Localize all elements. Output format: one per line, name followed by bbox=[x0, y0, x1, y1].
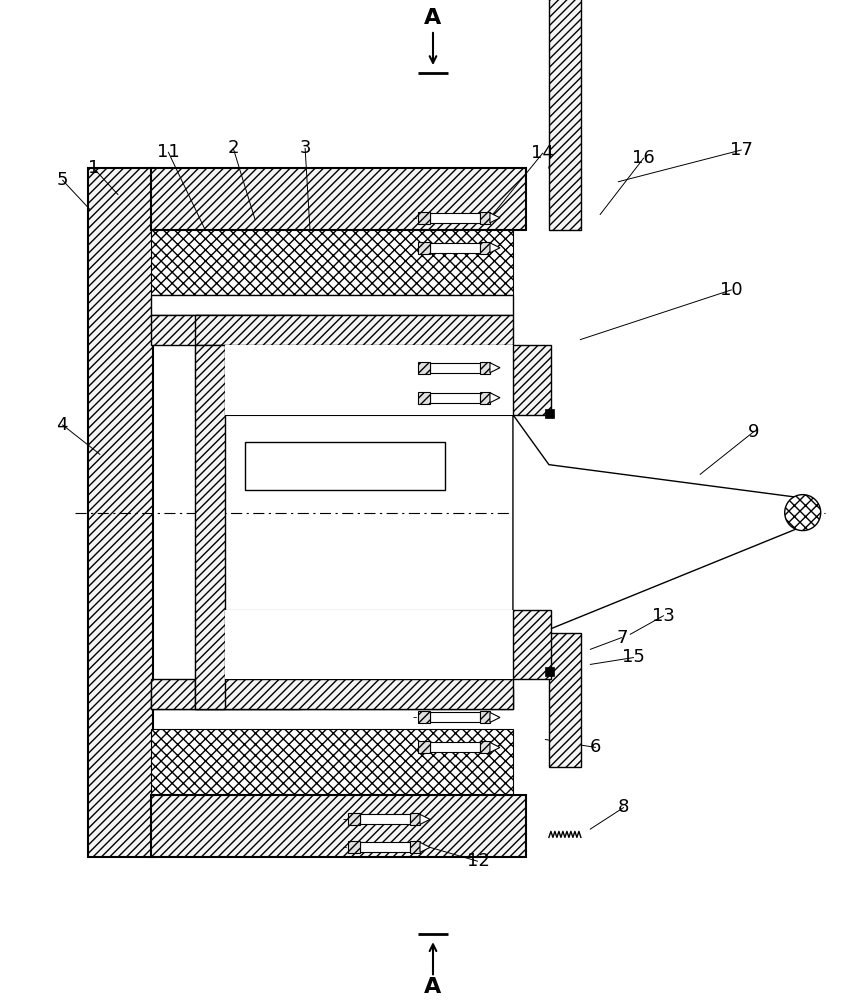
Bar bbox=[88, 168, 153, 857]
Bar bbox=[545, 667, 554, 676]
Bar bbox=[195, 345, 513, 415]
Bar bbox=[418, 212, 430, 224]
Bar bbox=[430, 363, 480, 373]
Bar bbox=[152, 315, 301, 345]
Text: 1: 1 bbox=[87, 159, 99, 177]
Text: A: A bbox=[424, 8, 442, 28]
Bar bbox=[152, 689, 513, 709]
Polygon shape bbox=[785, 495, 821, 531]
Bar bbox=[418, 362, 430, 374]
Bar bbox=[152, 679, 301, 709]
Polygon shape bbox=[420, 842, 430, 852]
Bar bbox=[225, 610, 513, 679]
Bar bbox=[480, 741, 490, 753]
Polygon shape bbox=[490, 393, 500, 403]
Text: 4: 4 bbox=[56, 416, 68, 434]
Bar bbox=[410, 841, 420, 853]
Bar bbox=[152, 795, 526, 857]
Bar bbox=[549, 633, 581, 767]
Bar bbox=[410, 813, 420, 825]
Text: 11: 11 bbox=[157, 143, 179, 161]
Bar bbox=[430, 712, 480, 722]
Text: 3: 3 bbox=[300, 139, 311, 157]
Bar bbox=[418, 711, 430, 723]
Text: 6: 6 bbox=[591, 738, 602, 756]
Bar bbox=[430, 213, 480, 223]
Text: 15: 15 bbox=[623, 648, 645, 666]
Bar bbox=[360, 814, 410, 824]
Text: 17: 17 bbox=[730, 141, 753, 159]
Polygon shape bbox=[490, 363, 500, 373]
Polygon shape bbox=[490, 712, 500, 722]
Bar bbox=[418, 242, 430, 254]
Bar bbox=[195, 679, 513, 709]
Bar bbox=[152, 295, 513, 315]
Bar bbox=[430, 742, 480, 752]
Bar bbox=[348, 813, 360, 825]
Polygon shape bbox=[490, 742, 500, 752]
Polygon shape bbox=[513, 415, 799, 679]
Text: A: A bbox=[424, 977, 442, 997]
Bar bbox=[418, 392, 430, 404]
Bar bbox=[430, 393, 480, 403]
Bar bbox=[480, 362, 490, 374]
Bar bbox=[152, 729, 513, 794]
Text: 8: 8 bbox=[618, 798, 630, 816]
Bar bbox=[348, 841, 360, 853]
Bar bbox=[513, 345, 551, 415]
Bar bbox=[152, 230, 513, 295]
Bar bbox=[480, 392, 490, 404]
Bar bbox=[418, 741, 430, 753]
Text: 13: 13 bbox=[652, 607, 675, 625]
Bar bbox=[480, 711, 490, 723]
Bar bbox=[360, 842, 410, 852]
Polygon shape bbox=[490, 213, 500, 223]
Bar bbox=[549, 0, 581, 230]
Text: 12: 12 bbox=[467, 852, 489, 870]
Polygon shape bbox=[490, 243, 500, 253]
Text: 7: 7 bbox=[616, 629, 628, 647]
Bar bbox=[195, 610, 513, 679]
Text: 5: 5 bbox=[56, 171, 68, 189]
Bar bbox=[225, 345, 513, 415]
Text: 14: 14 bbox=[532, 144, 554, 162]
Text: 2: 2 bbox=[228, 139, 239, 157]
Bar bbox=[430, 243, 480, 253]
Bar bbox=[513, 610, 551, 679]
Bar bbox=[245, 442, 445, 490]
Text: 16: 16 bbox=[632, 149, 656, 167]
Bar bbox=[195, 315, 513, 345]
Bar bbox=[480, 212, 490, 224]
Bar bbox=[480, 242, 490, 254]
Polygon shape bbox=[420, 814, 430, 824]
Bar bbox=[152, 168, 526, 230]
Bar bbox=[545, 409, 554, 418]
Bar bbox=[195, 345, 225, 709]
Text: 10: 10 bbox=[721, 281, 743, 299]
Text: 9: 9 bbox=[748, 423, 759, 441]
